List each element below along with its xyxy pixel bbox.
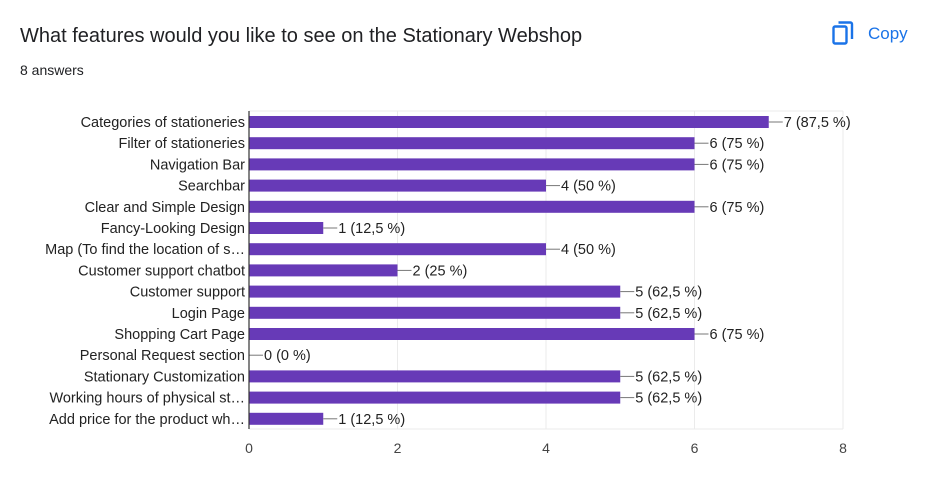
bar <box>249 285 621 298</box>
copy-label: Copy <box>868 24 908 43</box>
category-label: Searchbar <box>178 179 245 195</box>
data-label: 6 (75 %) <box>710 157 765 173</box>
category-label: Customer support chatbot <box>78 263 245 279</box>
data-label: 6 (75 %) <box>710 136 765 152</box>
x-tick-label: 4 <box>542 440 550 456</box>
bar <box>249 412 324 425</box>
category-label: Shopping Cart Page <box>114 327 245 343</box>
bar <box>249 158 695 171</box>
data-label: 1 (12,5 %) <box>338 412 405 428</box>
data-label: 4 (50 %) <box>561 179 616 195</box>
category-label: Stationary Customization <box>84 369 245 385</box>
bar <box>249 264 398 277</box>
data-label: 4 (50 %) <box>561 242 616 258</box>
category-label: Categories of stationeries <box>81 115 245 131</box>
category-label: Fancy-Looking Design <box>101 221 245 237</box>
data-label: 5 (62,5 %) <box>635 391 702 407</box>
chart-title: What features would you like to see on t… <box>20 25 583 47</box>
bar <box>249 222 324 234</box>
category-label: Add price for the product wh… <box>49 412 245 428</box>
data-label: 1 (12,5 %) <box>338 221 405 237</box>
data-label: 7 (87,5 %) <box>784 115 851 131</box>
bar <box>249 391 621 404</box>
data-label: 6 (75 %) <box>710 200 765 216</box>
category-label: Clear and Simple Design <box>85 200 245 216</box>
category-label: Working hours of physical st… <box>49 391 245 407</box>
bar <box>249 328 695 340</box>
bar <box>249 200 695 213</box>
data-label: 0 (0 %) <box>264 348 311 364</box>
x-tick-label: 2 <box>394 440 402 456</box>
x-tick-label: 6 <box>691 440 699 456</box>
answer-count: 8 answers <box>20 62 84 78</box>
data-label: 6 (75 %) <box>710 327 765 343</box>
category-label: Customer support <box>130 285 245 301</box>
copy-button[interactable]: Copy <box>832 18 908 50</box>
data-label: 5 (62,5 %) <box>635 285 702 301</box>
bar <box>249 243 546 256</box>
copy-icon <box>832 21 854 47</box>
data-label: 5 (62,5 %) <box>635 369 702 385</box>
bar <box>249 116 769 128</box>
data-label: 2 (25 %) <box>413 263 468 279</box>
x-tick-label: 0 <box>245 440 253 456</box>
bar <box>249 370 621 383</box>
category-label: Personal Request section <box>80 348 245 364</box>
bar <box>249 137 695 150</box>
category-label: Navigation Bar <box>150 157 245 173</box>
data-label: 5 (62,5 %) <box>635 306 702 322</box>
x-tick-label: 8 <box>839 440 847 456</box>
category-label: Map (To find the location of s… <box>45 242 245 258</box>
category-label: Filter of stationeries <box>118 136 245 152</box>
bar <box>249 306 621 319</box>
category-label: Login Page <box>172 306 245 322</box>
bar <box>249 179 546 192</box>
